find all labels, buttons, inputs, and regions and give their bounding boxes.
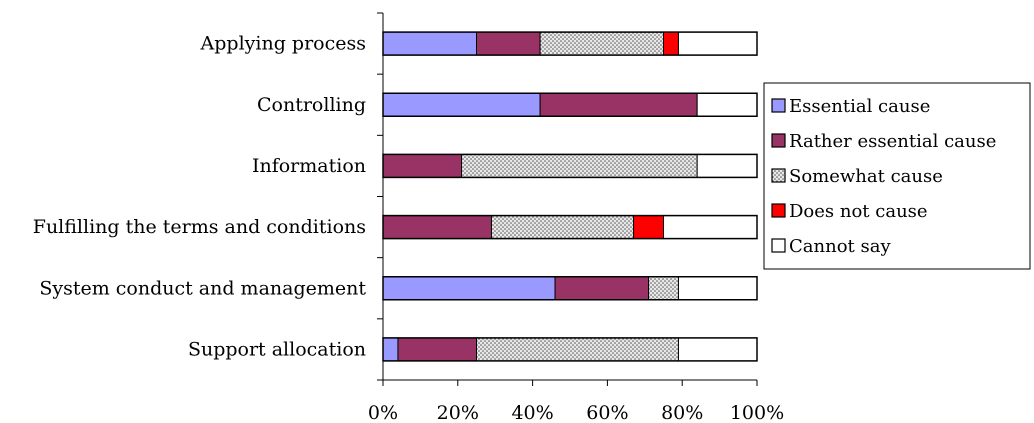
bar-outline <box>382 214 758 240</box>
legend-swatch <box>771 133 786 148</box>
bar-outline <box>382 31 758 56</box>
legend-swatch <box>771 238 786 253</box>
bar-outline <box>382 276 758 301</box>
category-label: Information <box>252 155 366 177</box>
legend: Essential cause Rather essential cause Som… <box>763 82 1031 270</box>
bar-outline <box>382 92 758 117</box>
legend-box <box>763 82 1031 270</box>
legend-label: Does not cause <box>789 201 928 222</box>
bar-segment-rather-essential-cause <box>397 337 477 362</box>
category-label: Controlling <box>257 94 366 116</box>
bar-segment-cannot-say <box>696 153 758 178</box>
bar-segment-cannot-say <box>677 31 758 56</box>
bar-segment-rather-essential-cause <box>476 31 541 56</box>
x-tick-label: 0% <box>368 402 398 423</box>
legend-label: Essential cause <box>789 96 930 117</box>
bar-segment-rather-essential-cause <box>539 92 698 117</box>
bar-segment-somewhat-cause <box>461 153 698 178</box>
bar-outline <box>382 337 758 362</box>
bar-segment-somewhat-cause <box>490 215 635 240</box>
bar-segment-does-not-cause <box>633 215 665 240</box>
bar-segment-essential-cause <box>382 92 541 117</box>
bar-segment-cannot-say <box>677 337 758 362</box>
category-label: Fulfilling the terms and conditions <box>33 216 366 238</box>
bar-outline <box>382 153 758 179</box>
bar-segment-essential-cause <box>382 31 477 56</box>
plot-area: 0% 20% 40% 60% 80% 100% Applying process Contro… <box>33 12 784 423</box>
bar-segment-essential-cause <box>382 276 556 301</box>
x-tick-label: 40% <box>511 402 553 423</box>
bar-segment-does-not-cause <box>663 31 679 56</box>
bar-segment-cannot-say <box>696 92 758 117</box>
category-label: Applying process <box>200 33 366 55</box>
bar-segment-somewhat-cause <box>476 337 679 362</box>
bar-segment-cannot-say <box>663 215 758 240</box>
legend-swatch <box>771 98 786 113</box>
legend-label: Cannot say <box>789 236 891 257</box>
bar-segment-rather-essential-cause <box>554 276 650 301</box>
legend-swatch <box>771 168 786 183</box>
x-tick-label: 20% <box>437 402 479 423</box>
category-label: Support allocation <box>188 338 366 360</box>
x-tick-label: 80% <box>661 402 703 423</box>
x-tick-label: 60% <box>586 402 628 423</box>
bar-segment-rather-essential-cause <box>382 153 463 178</box>
legend-swatch <box>771 203 786 218</box>
x-tick-label: 100% <box>730 402 784 423</box>
bar-segment-cannot-say <box>677 276 758 301</box>
category-label: System conduct and management <box>39 277 366 299</box>
bar-segment-somewhat-cause <box>539 31 665 56</box>
bar-segment-somewhat-cause <box>648 276 679 301</box>
legend-label: Rather essential cause <box>789 131 996 152</box>
bar-segment-essential-cause <box>382 337 399 362</box>
bar-segment-rather-essential-cause <box>382 215 492 240</box>
legend-label: Somewhat cause <box>789 166 943 187</box>
